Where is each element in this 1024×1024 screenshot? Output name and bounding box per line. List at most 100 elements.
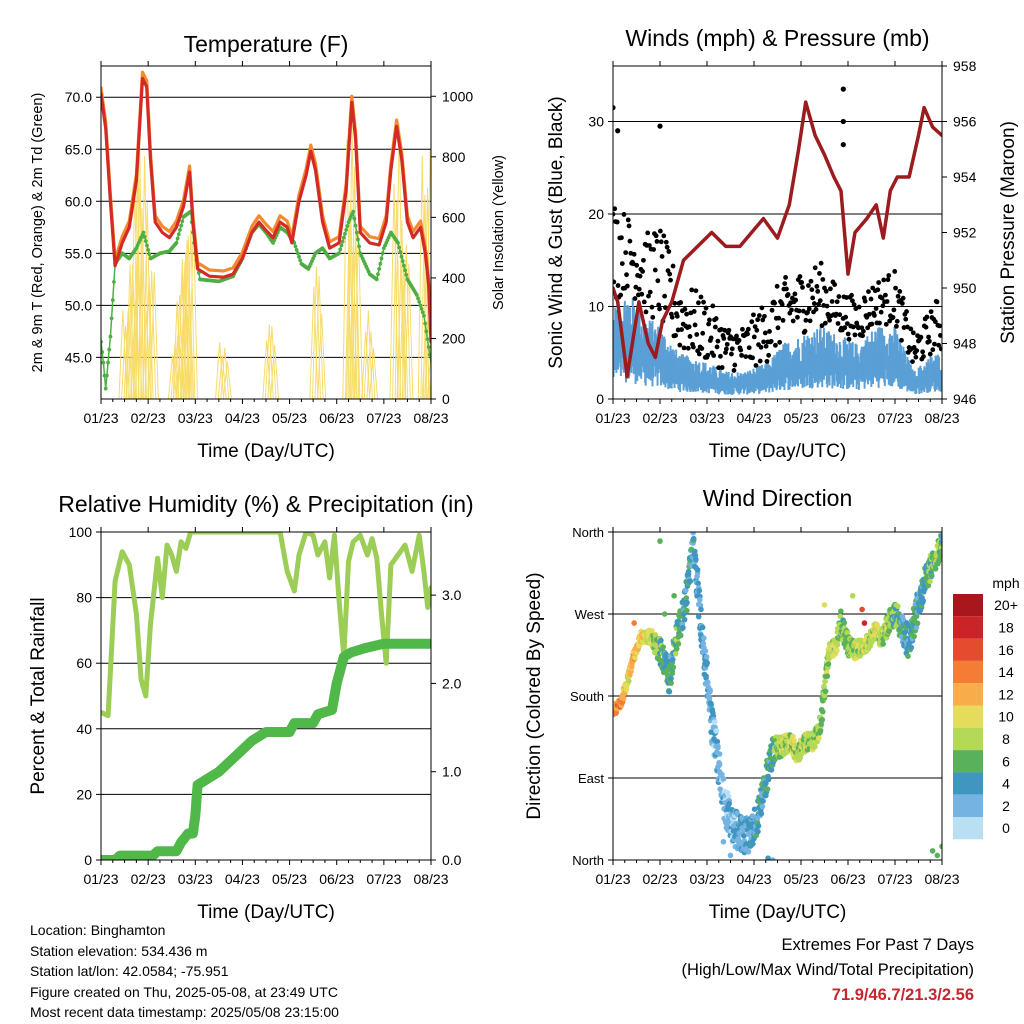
gust-point	[723, 350, 728, 356]
panel-winds: Winds (mph) & Pressure (mb) 01/23 02/23 03/…	[546, 25, 1019, 462]
x-tick-label: 08/23	[924, 410, 959, 426]
gust-point	[658, 239, 664, 245]
gust-point	[772, 300, 777, 306]
gust-point	[920, 349, 926, 355]
x-axis: 01/23 02/23 03/23 04/23 05/23 06/23 07/23 08/23…	[595, 61, 960, 462]
direction-point	[928, 572, 935, 579]
gust-point	[900, 295, 906, 301]
direction-point	[913, 613, 920, 620]
gust-point	[799, 279, 805, 285]
gust-point	[779, 302, 785, 307]
direction-point	[841, 619, 848, 626]
y-tick-label: 10	[588, 299, 604, 315]
gust-point	[879, 295, 885, 301]
gust-point	[809, 287, 815, 293]
direction-point	[692, 552, 699, 559]
wind-series	[613, 297, 942, 395]
direction-point	[859, 606, 865, 613]
direction-point	[755, 823, 762, 829]
gust-point	[890, 314, 896, 320]
plot-area	[101, 532, 431, 860]
gust-point	[692, 322, 698, 328]
legend-swatch	[953, 683, 983, 706]
solar-spike	[220, 347, 230, 399]
extremes-values: 71.9/46.7/21.3/2.56	[831, 986, 974, 1004]
direction-point	[685, 568, 692, 575]
direction-point	[708, 701, 714, 707]
gust-point	[656, 302, 662, 308]
direction-point	[825, 661, 832, 667]
gust-point	[651, 247, 657, 252]
gust-point	[834, 299, 840, 305]
gust-point	[856, 304, 862, 310]
x-tick-label: 02/23	[131, 871, 166, 887]
gust-point	[828, 286, 833, 292]
y2-axis: 0 200 400 600 800 1000 Solar Insolation (Yello…	[431, 88, 507, 407]
gust-point	[701, 310, 707, 316]
direction-point	[623, 686, 630, 693]
solar-spike	[363, 310, 373, 399]
gust-point	[643, 309, 649, 315]
direction-point	[934, 852, 941, 859]
direction-point	[821, 602, 828, 608]
y-axis-label: 2m & 9m T (Red, Orange) & 2m Td (Green)	[30, 93, 46, 373]
gust-point	[836, 294, 842, 299]
gust-point	[705, 352, 711, 358]
y-tick-label: 70.0	[65, 89, 92, 105]
gust-point	[923, 324, 929, 330]
gust-point	[937, 323, 942, 329]
solar-spike	[353, 230, 363, 399]
gust-point	[873, 306, 879, 311]
direction-point	[817, 727, 824, 734]
y-axis: 0 20 40 60 80 100 Percent & Total Rainfall	[28, 524, 101, 868]
gust-point	[691, 309, 697, 314]
gust-point	[700, 330, 706, 336]
solar-spike	[147, 270, 157, 399]
pressure-line	[613, 100, 942, 379]
gust-point	[674, 313, 680, 319]
x-tick-label: 05/23	[272, 410, 307, 426]
solar-spike	[401, 244, 411, 399]
legend-swatch	[953, 750, 983, 773]
x-axis-label: Time (Day/UTC)	[197, 902, 335, 923]
y-axis-label: Sonic Wind & Gust (Blue, Black)	[546, 96, 567, 368]
y-tick-label: 65.0	[65, 141, 92, 157]
gust-point	[886, 273, 892, 278]
gust-point	[892, 269, 898, 274]
direction-point	[704, 660, 710, 666]
gust-point	[904, 309, 909, 314]
gust-point	[910, 330, 916, 336]
gust-point	[626, 223, 632, 229]
direction-point	[765, 855, 771, 860]
direction-point	[938, 533, 942, 539]
gust-point	[876, 280, 882, 285]
gust-point	[860, 333, 865, 339]
direction-point	[914, 620, 921, 627]
extremes-panel: Extremes For Past 7 Days (High/Low/Max W…	[681, 933, 974, 1008]
y2-tick-label: 800	[442, 149, 466, 165]
gust-point	[711, 353, 717, 358]
y2-axis: 0.0 1.0 2.0 3.0	[431, 587, 462, 868]
gust-point	[760, 317, 766, 323]
gust-point	[649, 304, 655, 310]
direction-point	[625, 678, 632, 684]
gust-point	[843, 314, 849, 320]
gust-point	[802, 328, 808, 334]
direction-point	[664, 658, 671, 664]
gust-point	[713, 316, 719, 321]
y2-tick-label: 946	[953, 391, 977, 407]
gust-point	[818, 260, 824, 266]
gust-point	[803, 317, 809, 323]
direction-point	[715, 745, 721, 751]
gust-point	[865, 325, 871, 331]
legend-title: mph	[992, 575, 1019, 591]
gust-point	[726, 327, 732, 333]
gust-point	[707, 317, 712, 323]
direction-point	[768, 767, 775, 773]
direction-point	[702, 648, 709, 654]
station-elevation: Station elevation: 534.436 m	[30, 942, 208, 959]
gust-point	[689, 287, 695, 293]
gust-point	[706, 321, 711, 327]
